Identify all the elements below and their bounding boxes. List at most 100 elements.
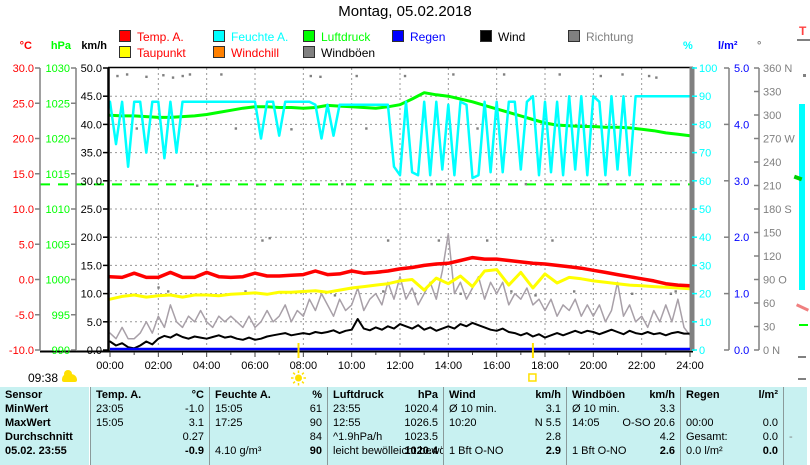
series-windb-en-line [109, 233, 691, 340]
wind-direction-dot [551, 239, 554, 242]
cell-value: 1020.4 [404, 403, 438, 415]
cell-value: 3.1 [545, 403, 561, 415]
temp-tick-label: -10.0 [9, 345, 34, 357]
cell-info: 00:00 [686, 417, 714, 429]
cell-info: Ø 10 min. [572, 403, 620, 415]
wind-direction-dot [167, 290, 170, 293]
humidity-tick-label: 60 [699, 176, 711, 188]
table-cell-row: 17:25 90 [210, 416, 327, 430]
wind-direction-dot [116, 74, 119, 78]
cell-value: 84 [309, 431, 322, 443]
time-tick-label: 18:00 [531, 360, 559, 372]
cell-value: 0.27 [182, 431, 204, 443]
table-row-label: 05.02. 23:55 [5, 445, 67, 457]
pressure-tick-label: 1005 [46, 239, 70, 251]
pressure-tick-label: 990 [52, 345, 70, 357]
wind-direction-dot [290, 128, 293, 131]
temp-tick-label: 5.0 [19, 239, 34, 251]
clipped-gray-dash-2 [798, 378, 806, 380]
direction-tick-label: 30 [763, 322, 775, 334]
cell-info: ^1.9hPa/h [333, 431, 383, 443]
cell-info: 1 Bft O-NO [449, 445, 504, 457]
column-name: Windböen [572, 389, 626, 401]
unit-label-lm2: l/m² [718, 40, 738, 52]
table-cell-row: 23:05 -1.0 [91, 402, 209, 416]
wind-direction-dot [365, 127, 368, 130]
temp-tick-label: 15.0 [13, 169, 34, 181]
sun-ray [301, 381, 305, 384]
cell-value: -1.0 [185, 403, 204, 415]
table-cell-row: -0.9 [91, 444, 209, 458]
cell-info: 1 Bft O-NO [572, 445, 627, 457]
direction-tick-label: 120 [763, 251, 781, 263]
temp-tick-label: -5.0 [15, 310, 34, 322]
table-clipped-column: - [783, 387, 807, 465]
table-column-header: Wind km/h [444, 388, 566, 402]
pressure-tick-label: 995 [52, 310, 70, 322]
cell-value: O-SO 20.6 [622, 417, 675, 429]
cell-info: 10:20 [449, 417, 477, 429]
humidity-tick-label: 90 [699, 91, 711, 103]
legend-item-windb-en: Windböen [303, 46, 376, 60]
series-taupunkt-line [108, 268, 692, 301]
table-cell-row: 15:05 3.1 [91, 416, 209, 430]
table-row-label: Sensor [5, 389, 43, 401]
cell-value: 3.1 [188, 417, 204, 429]
clipped-cell-dash: - [789, 431, 793, 443]
time-tick-label: 00:00 [96, 360, 124, 372]
legend-color-swatch [119, 46, 131, 58]
wind-direction-dot [386, 239, 390, 242]
table-cell-row: 4.10 g/m³ 90 [210, 444, 327, 458]
humidity-tick-label: 50 [699, 204, 711, 216]
cell-value: 3.3 [659, 403, 675, 415]
wind-direction-dot [162, 74, 165, 77]
cell-info: 4.10 g/m³ [215, 445, 262, 457]
wind-direction-dot [181, 74, 184, 78]
sun-ray [292, 372, 296, 375]
legend-label: Luftdruck [321, 30, 371, 44]
sunrise-sun-icon [295, 374, 302, 382]
cell-info: 23:55 [333, 403, 361, 415]
cell-value: 2.6 [659, 445, 675, 457]
wind-direction-dot [135, 127, 138, 130]
column-name: Regen [686, 389, 720, 401]
table-cell-row: 1 Bft O-NO 2.9 [444, 444, 566, 458]
legend-color-swatch [119, 30, 131, 42]
table-cell-row: 0.27 [91, 430, 209, 444]
legend-label: Feuchte A. [231, 30, 289, 44]
direction-tick-label: 60 [763, 298, 775, 310]
direction-tick-label: 360 N [763, 63, 792, 75]
column-name: Wind [449, 389, 476, 401]
direction-tick-label: 210 [763, 181, 781, 193]
sunset-square-icon [528, 373, 537, 382]
wind-direction-dot [171, 76, 175, 79]
table-cell-row: ^1.9hPa/h 1023.5 [328, 430, 443, 444]
table-cell-row: 23:55 1020.4 [328, 402, 443, 416]
table-row-label: MaxWert [5, 417, 51, 429]
clipped-right-panel-label: T [799, 24, 807, 38]
table-cell-row [681, 402, 783, 416]
unit-label-kmh: km/h [81, 40, 107, 52]
time-tick-label: 06:00 [241, 360, 269, 372]
wind-direction-dot [157, 286, 160, 289]
rain-tick-label: 1.0 [734, 289, 749, 301]
legend-item-windchill: Windchill [213, 46, 279, 60]
table-column-header: Temp. A. °C [91, 388, 209, 402]
wind-direction-dot [606, 182, 610, 186]
series-feuchte-a--line [108, 94, 692, 180]
wind-direction-dot [573, 290, 576, 293]
table-cell-row: Ø 10 min. 3.3 [567, 402, 680, 416]
legend-color-swatch [213, 30, 225, 42]
wind-direction-dot [459, 292, 462, 295]
legend-label: Wind [498, 30, 526, 44]
clipped-humidity-bar [799, 104, 805, 290]
legend-label: Windböen [321, 46, 376, 60]
cell-info: Ø 10 min. [449, 403, 497, 415]
unit-label-degree: ° [757, 40, 762, 52]
wind-direction-dot [319, 75, 322, 79]
table-row-labels-column: Sensor MinWert MaxWert Durchschnitt 05.02. 2… [0, 387, 89, 465]
wind-direction-dot [268, 236, 271, 240]
wind-direction-dot [234, 127, 238, 130]
wind-direction-dot [655, 76, 658, 79]
